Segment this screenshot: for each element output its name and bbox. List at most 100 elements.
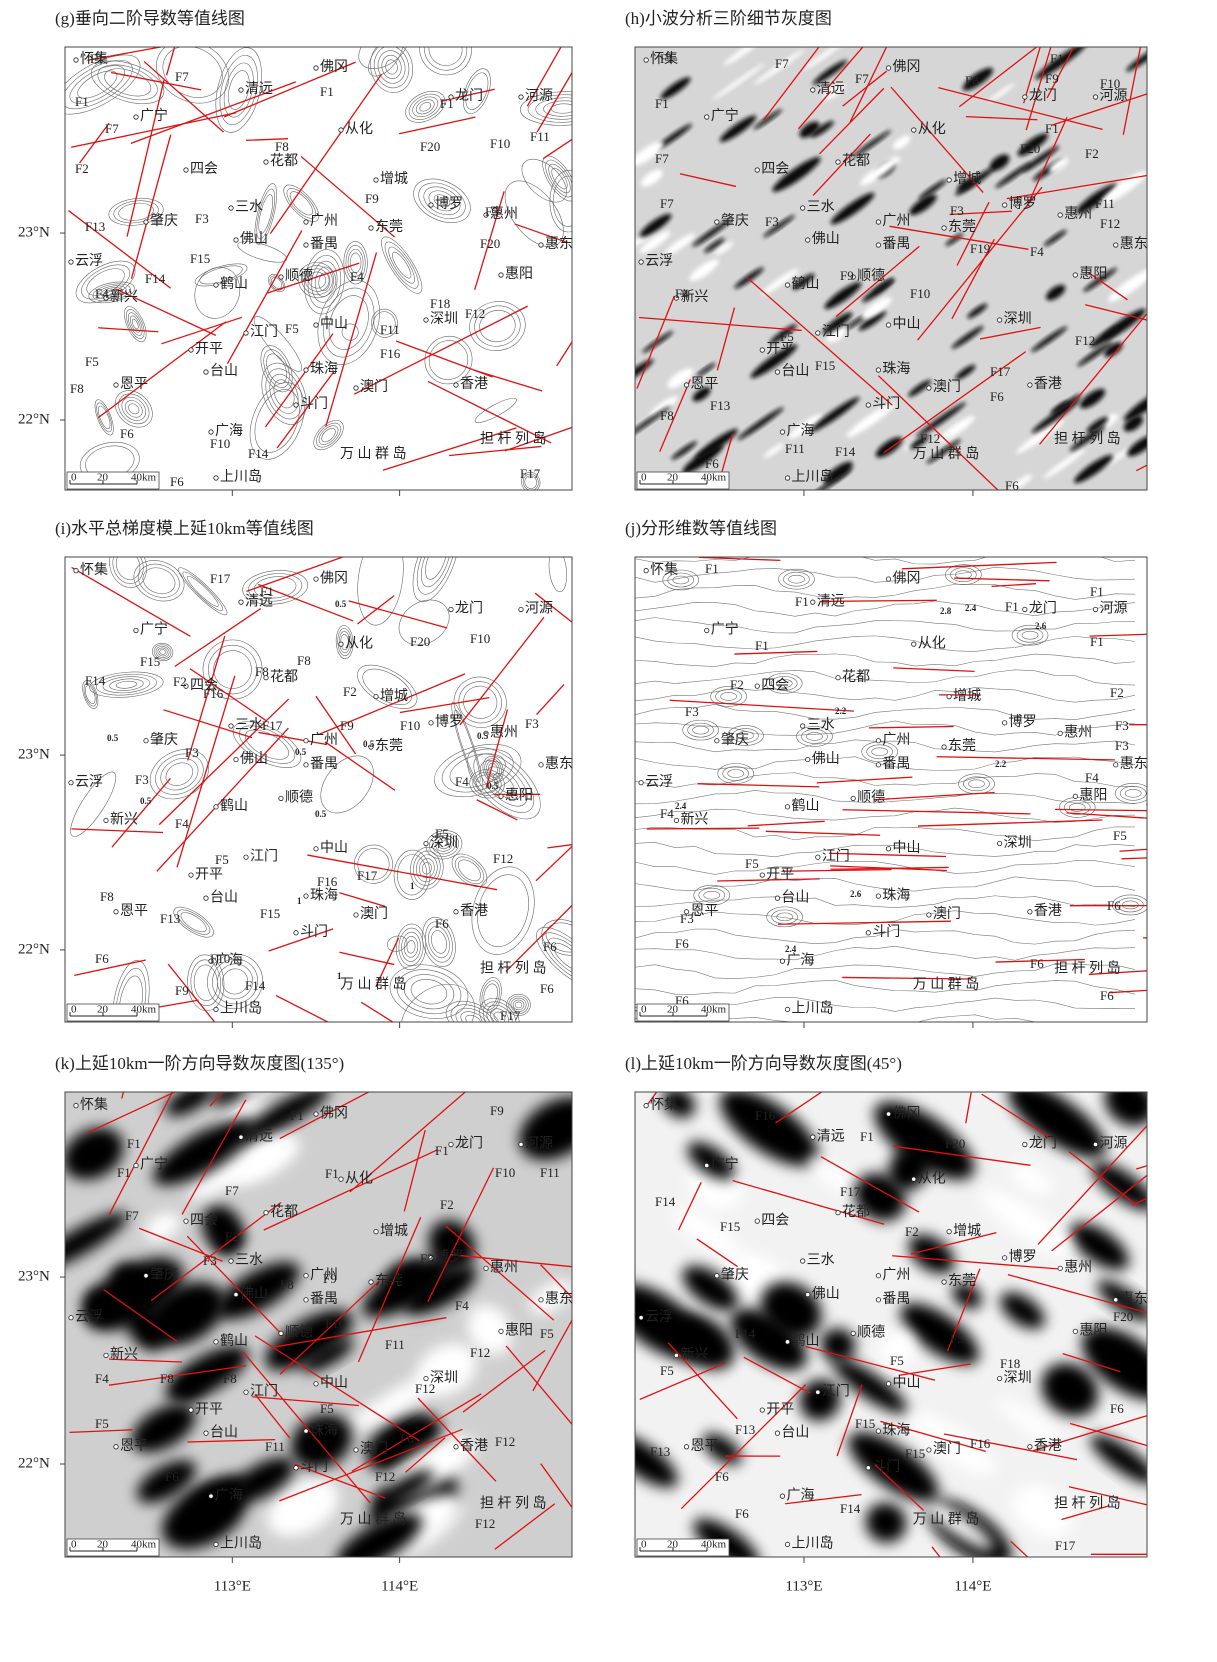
city-label: 香港 [460, 1438, 488, 1454]
contour [313, 420, 344, 451]
contour [454, 856, 485, 885]
contour [635, 617, 1136, 634]
city-marker [1092, 1141, 1099, 1148]
contour [770, 676, 798, 691]
fault-label: F7 [125, 1208, 139, 1223]
fault-line [1121, 857, 1147, 860]
city-label: 增城 [380, 171, 408, 187]
contour [401, 931, 421, 962]
streak [1103, 447, 1132, 468]
contour [432, 835, 456, 855]
map-background [65, 1092, 572, 1557]
fault-label: F3 [525, 716, 539, 731]
streak [639, 230, 671, 254]
contour [162, 47, 223, 98]
contour [469, 301, 526, 351]
fault-label: F17 [520, 466, 541, 481]
streak [719, 115, 757, 142]
fault-label: F3 [765, 214, 779, 229]
contour [710, 686, 747, 707]
city-label: 新兴 [110, 812, 138, 828]
fault-line [732, 1180, 885, 1225]
fault-label: F12 [415, 1381, 435, 1396]
fault-label: F1 [325, 1166, 339, 1181]
fault-label: F11 [540, 1165, 560, 1180]
city-label: 四会 [761, 161, 789, 177]
fault-label: F6 [95, 951, 109, 966]
contour [458, 681, 502, 724]
fault-line [880, 1420, 986, 1453]
streak [916, 402, 966, 438]
fault-line [734, 650, 818, 655]
contour [398, 927, 424, 966]
contour [178, 567, 228, 616]
city-label: 澳门 [360, 379, 388, 395]
city-marker [368, 1279, 374, 1285]
contour [260, 345, 293, 393]
city-marker [303, 738, 309, 744]
city-label: 河源 [1100, 1136, 1128, 1152]
contour [474, 305, 521, 347]
city-label: 澳门 [933, 906, 961, 922]
fault-label: F16 [380, 346, 401, 361]
city-marker [800, 723, 806, 729]
contour [65, 59, 133, 110]
contour [551, 167, 568, 190]
city-marker [183, 1218, 189, 1224]
fault-line [267, 262, 360, 294]
city-marker [779, 429, 786, 435]
scale-label: 40km [131, 1539, 157, 1551]
fault-label: F15 [905, 1446, 925, 1461]
fault-line [427, 1167, 495, 1302]
city-label: 担 杆 列 岛 [480, 1496, 547, 1512]
city-marker [278, 274, 284, 280]
anomaly [730, 1308, 807, 1371]
fault-label: F18 [1000, 1356, 1020, 1371]
city-marker [448, 606, 454, 613]
streak [655, 123, 693, 150]
fault-line [536, 71, 572, 133]
contour [482, 1001, 516, 1022]
city-marker [143, 738, 149, 744]
panel-title: (i)水平总梯度模上延10km等值线图 [55, 519, 314, 538]
city-marker [213, 804, 219, 810]
fault-line [893, 667, 975, 672]
fault-line [829, 852, 947, 858]
contour-label: 0.5 [107, 733, 119, 743]
city-marker [774, 369, 781, 375]
fault-line [87, 47, 165, 62]
contour [778, 568, 815, 590]
contour [308, 271, 327, 289]
city-marker [926, 385, 932, 391]
fault-label: F20 [1020, 141, 1040, 156]
fault-label: F12 [375, 1469, 395, 1484]
contour [289, 191, 313, 216]
contour [208, 644, 258, 695]
contour [1068, 803, 1086, 812]
streak [1045, 284, 1066, 301]
anomaly [231, 1457, 295, 1503]
fault-line [315, 695, 357, 755]
city-marker [423, 1375, 429, 1382]
city-label: 上川岛 [220, 469, 262, 485]
contour [672, 575, 690, 585]
city-label: 三水 [807, 199, 835, 215]
contour [82, 680, 99, 709]
city-marker [810, 599, 816, 605]
city-marker [143, 219, 149, 225]
fault-label: F17 [1055, 1538, 1076, 1553]
city-label: 三水 [235, 199, 263, 215]
streak [909, 194, 937, 216]
city-label: 博罗 [435, 713, 463, 730]
streak [962, 67, 994, 91]
city-marker [704, 114, 710, 120]
city-marker [373, 177, 379, 183]
contour [635, 945, 1136, 961]
streak [1043, 229, 1067, 247]
fault-label: F6 [705, 456, 719, 471]
contour [635, 557, 1136, 565]
fault-line [1055, 808, 1147, 812]
contour [508, 995, 529, 1015]
city-label: 从化 [918, 635, 946, 651]
streak [1082, 267, 1118, 292]
